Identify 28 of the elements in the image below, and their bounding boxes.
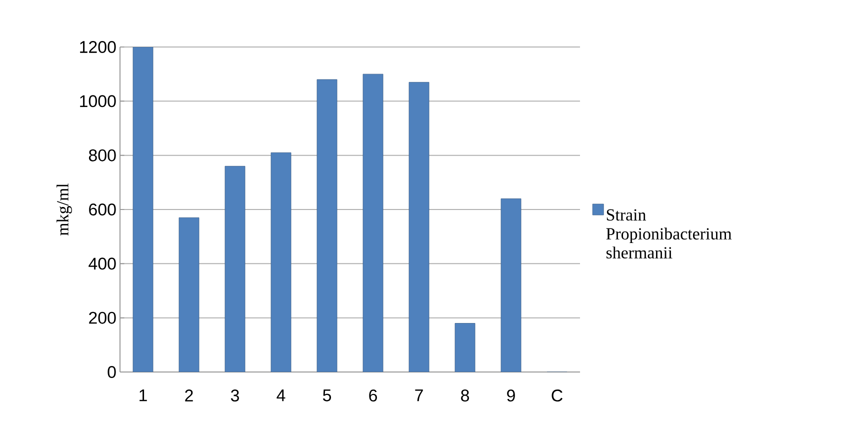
y-tick-label: 600: [89, 204, 116, 216]
y-tick-label: 1000: [80, 95, 116, 108]
y-tick-label: 0: [108, 366, 116, 378]
bar: [270, 152, 292, 372]
x-tick-label: 9: [507, 390, 515, 402]
y-tick-label: 800: [88, 149, 116, 162]
bar: [224, 166, 246, 372]
x-tick-label: 7: [415, 390, 423, 402]
x-tick-label: 6: [369, 390, 377, 402]
x-tick-label: 3: [230, 390, 239, 402]
bar: [500, 198, 522, 372]
y-tick-label: 400: [88, 258, 116, 270]
bar: [408, 82, 430, 372]
x-tick-label: 5: [322, 390, 331, 402]
bar: [316, 79, 338, 372]
y-tick-label: 1200: [80, 41, 116, 53]
y-tick-label: 200: [89, 312, 116, 324]
x-tick-label: 1: [140, 390, 147, 402]
bar: [454, 323, 476, 372]
x-tick-label: 8: [461, 390, 469, 402]
bar: [178, 217, 200, 372]
bar: [362, 74, 384, 372]
x-tick-label: C: [552, 390, 562, 402]
y-axis-title: mkg/ml: [56, 183, 72, 236]
legend-label: Strain Propionibacterium shermanii: [606, 209, 732, 258]
bar: [132, 46, 154, 372]
x-tick-label: 4: [276, 390, 286, 402]
x-tick-label: 2: [185, 390, 193, 402]
